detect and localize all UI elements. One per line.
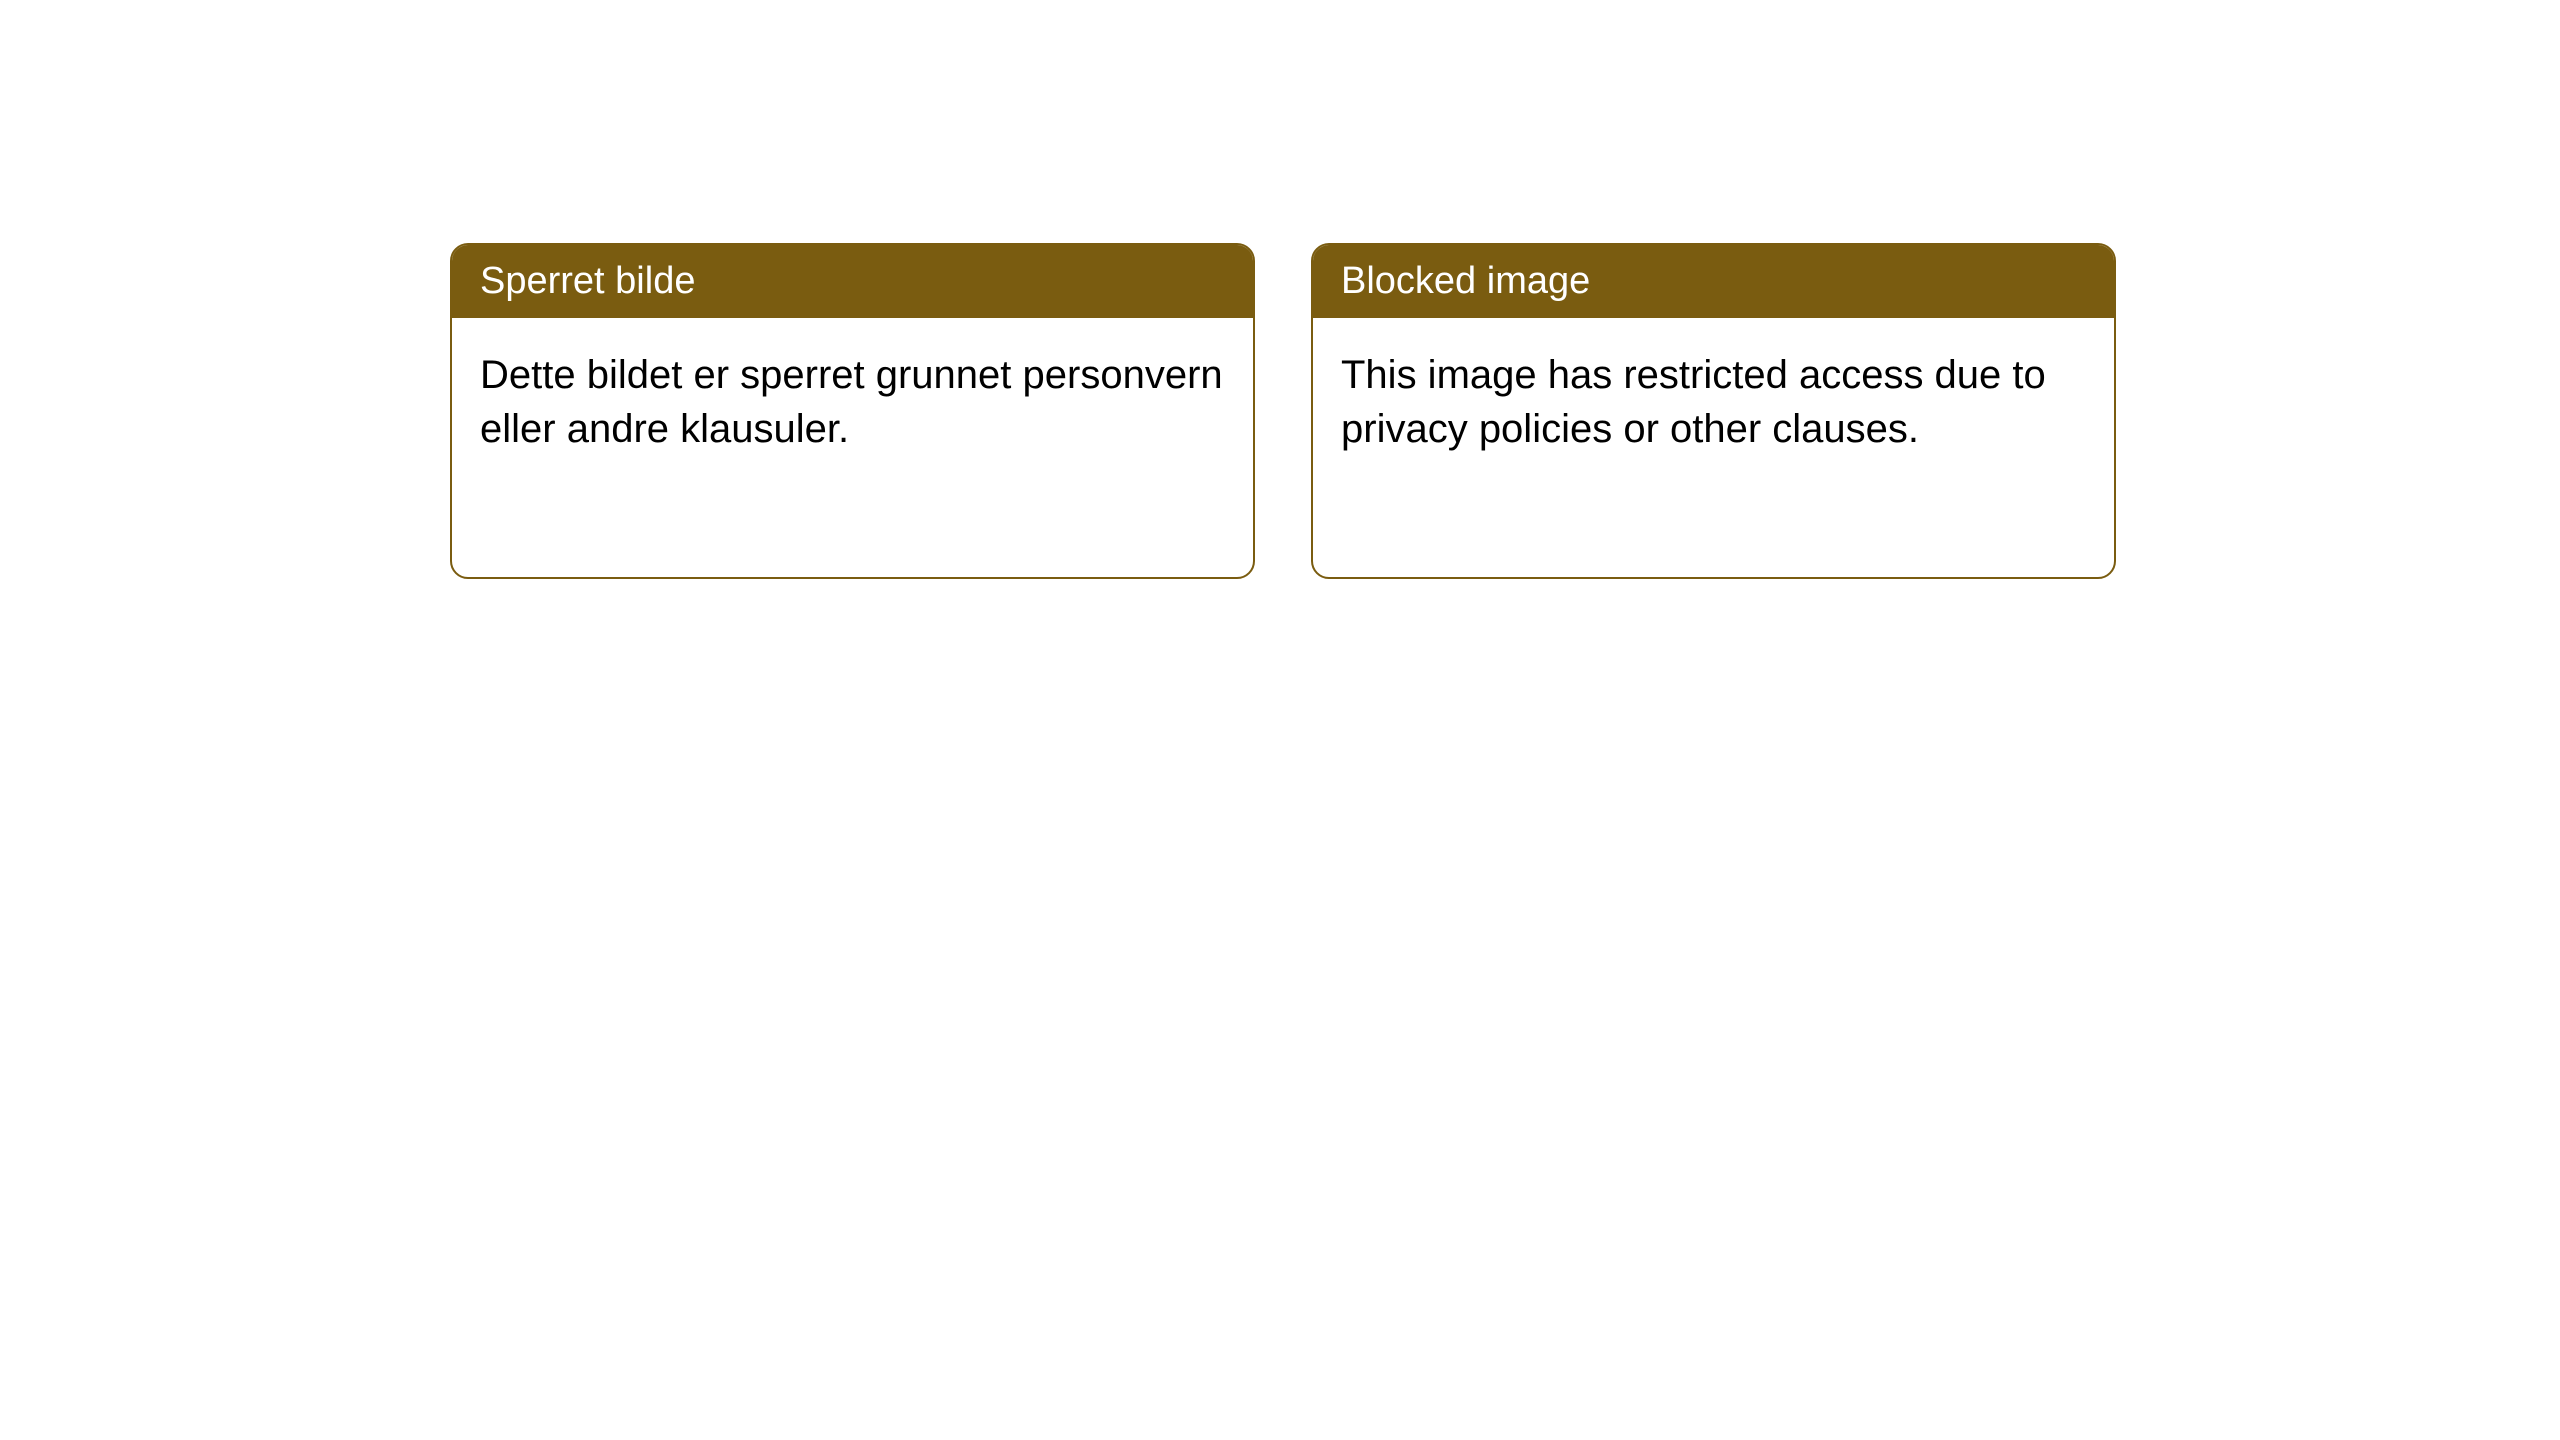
card-title: Blocked image [1341,260,1590,302]
card-body-text: This image has restricted access due to … [1341,353,2046,451]
card-title: Sperret bilde [480,260,695,302]
card-body: This image has restricted access due to … [1313,318,2114,486]
card-body: Dette bildet er sperret grunnet personve… [452,318,1253,486]
card-header: Blocked image [1313,245,2114,318]
cards-container: Sperret bilde Dette bildet er sperret gr… [450,243,2116,579]
blocked-image-card-en: Blocked image This image has restricted … [1311,243,2116,579]
card-header: Sperret bilde [452,245,1253,318]
blocked-image-card-no: Sperret bilde Dette bildet er sperret gr… [450,243,1255,579]
card-body-text: Dette bildet er sperret grunnet personve… [480,353,1223,451]
